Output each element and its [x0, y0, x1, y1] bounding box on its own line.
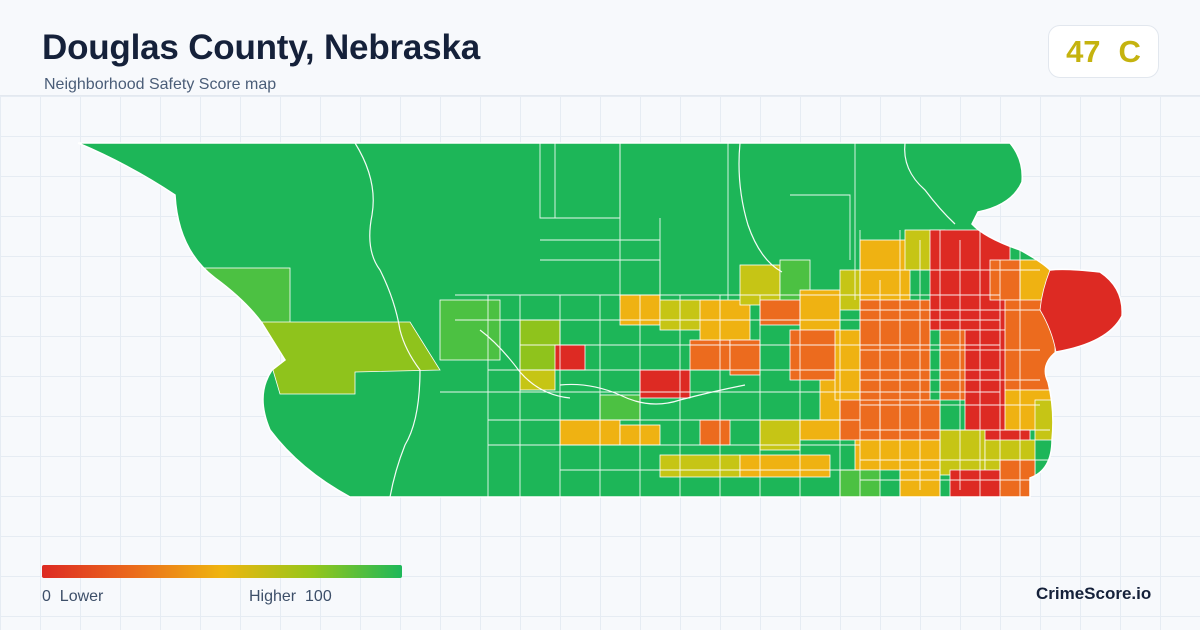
tract-borders — [440, 143, 1050, 497]
legend-gradient-bar — [42, 565, 402, 578]
region-central-west — [639, 369, 691, 399]
river-lines — [354, 142, 956, 498]
region-millard-c — [599, 394, 641, 421]
region-central-h — [699, 419, 731, 446]
region-east-n — [939, 429, 991, 476]
region-elkhorn-a — [439, 299, 501, 361]
region-central-i — [759, 419, 801, 451]
region-central-g — [739, 454, 831, 478]
region-north-d — [799, 289, 841, 331]
legend-high-label: Higher 100 — [249, 588, 332, 606]
overall-score-value: 47 — [1066, 33, 1101, 69]
region-north-e — [839, 269, 861, 311]
legend-max-value: 100 — [305, 588, 332, 605]
region-millard-a — [559, 419, 621, 446]
region-central-f — [659, 454, 741, 478]
region-central-c — [689, 339, 731, 371]
brand-logo-text: CrimeScore.io — [1036, 584, 1152, 603]
legend-low-text: Lower — [59, 588, 104, 605]
region-central-e — [729, 339, 761, 376]
region-west-bluffs — [179, 267, 291, 329]
overall-score-card: 47 C — [1048, 25, 1159, 78]
page-title: Douglas County, Nebraska — [42, 28, 480, 67]
legend-low-label: 0 Lower — [42, 588, 103, 606]
region-east-l — [879, 399, 941, 441]
legend-high-text: Higher — [249, 588, 297, 605]
county-outline — [77, 142, 1123, 498]
region-central-j — [799, 419, 841, 441]
region-elkhorn-c — [554, 344, 586, 371]
region-east-k — [1034, 399, 1066, 441]
overall-score-grade: C — [1118, 33, 1141, 69]
page-subtitle: Neighborhood Safety Score map — [44, 76, 277, 93]
region-north-c — [759, 299, 801, 326]
region-midtown-a — [789, 329, 841, 381]
header — [0, 0, 1200, 96]
legend-min-value: 0 — [42, 588, 51, 605]
